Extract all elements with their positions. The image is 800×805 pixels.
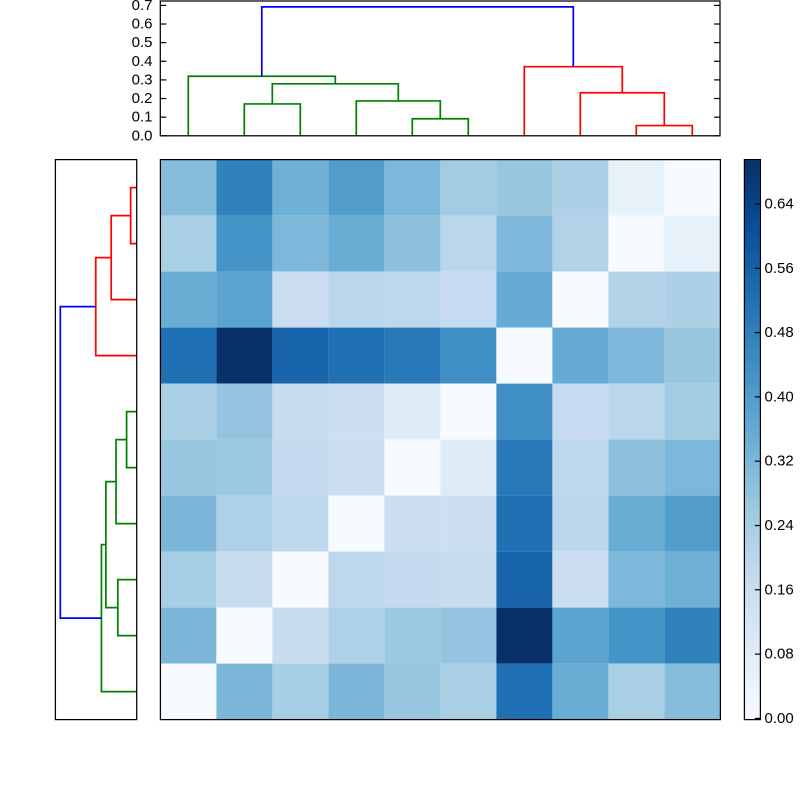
svg-text:0.1: 0.1 <box>132 109 153 126</box>
svg-text:0.4: 0.4 <box>132 53 153 70</box>
svg-text:0.08: 0.08 <box>765 646 794 663</box>
svg-text:0.48: 0.48 <box>765 324 794 341</box>
svg-text:0.2: 0.2 <box>132 90 153 107</box>
svg-text:0.40: 0.40 <box>765 388 794 405</box>
svg-text:0.32: 0.32 <box>765 453 794 470</box>
svg-text:0.5: 0.5 <box>132 34 153 51</box>
svg-text:0.7: 0.7 <box>132 0 153 14</box>
svg-text:0.0: 0.0 <box>132 127 153 144</box>
svg-text:0.24: 0.24 <box>765 517 794 534</box>
svg-text:0.00: 0.00 <box>765 710 794 727</box>
svg-text:0.64: 0.64 <box>765 196 794 213</box>
svg-text:0.6: 0.6 <box>132 16 153 33</box>
svg-text:0.3: 0.3 <box>132 71 153 88</box>
svg-text:0.56: 0.56 <box>765 260 794 277</box>
svg-text:0.16: 0.16 <box>765 581 794 598</box>
